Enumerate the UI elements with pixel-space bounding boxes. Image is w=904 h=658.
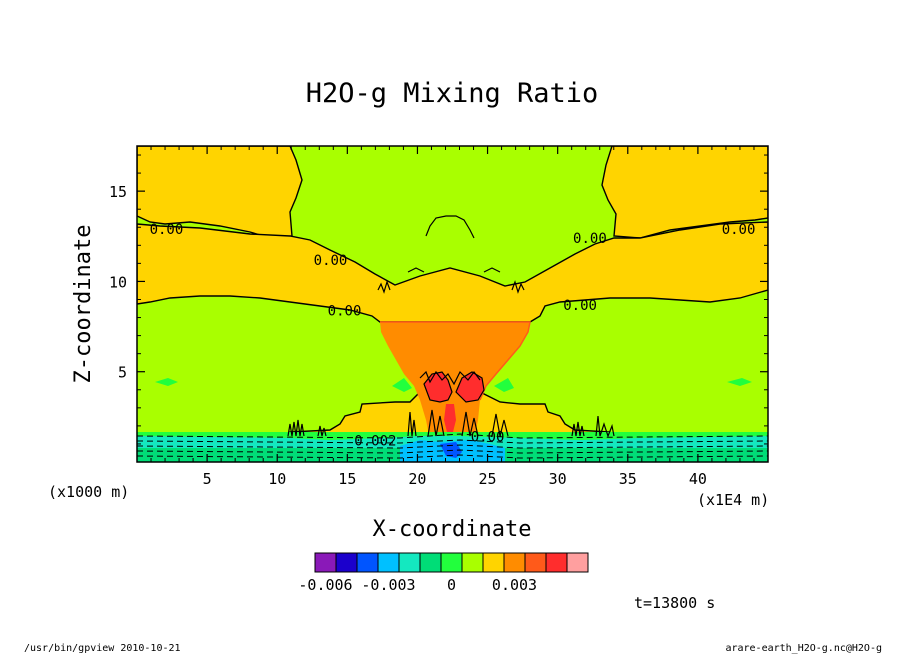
field-plume-side-left (392, 378, 412, 392)
colorbar-swatch (461, 552, 484, 573)
contour-label: 0.00 (328, 303, 362, 319)
x-tick-label: 15 (338, 470, 356, 488)
field-side-blob-right (727, 378, 752, 386)
negative-contours (137, 433, 768, 459)
colorbar-swatch (356, 552, 379, 573)
contour-label: 0.00 (471, 430, 505, 446)
footer-left: /usr/bin/gpview 2010-10-21 (24, 643, 181, 654)
colorbar-tick-labels: -0.006 -0.003 0 0.003 (298, 576, 537, 594)
colorbar-swatch (419, 552, 442, 573)
x-axis-unit-right: (x1E4 m) (697, 491, 769, 509)
field-plume-side-right (494, 378, 514, 392)
plot-frame (136, 145, 769, 463)
field-plume-outline (380, 321, 531, 401)
colorbar-swatch (482, 552, 505, 573)
convective-spikes (287, 215, 615, 438)
colorbar-swatch (398, 552, 421, 573)
colorbar (314, 552, 589, 573)
y-axis-label: Z-coordinate (71, 225, 96, 384)
colorbar-swatch (440, 552, 463, 573)
time-label: t=13800 s (634, 594, 715, 612)
contour-label: 0.00 (314, 253, 348, 269)
colorbar-tick-label: -0.006 (298, 576, 352, 594)
contour-label: 0.002 (354, 433, 396, 449)
contour-labels: 0.00 0.00 0.00 0.00 0.00 0.00 0.002 0.00 (150, 222, 756, 449)
x-tick-label: 5 (203, 470, 212, 488)
x-axis-unit-left: (x1000 m) (48, 483, 129, 501)
colorbar-swatch (524, 552, 547, 573)
colorbar-swatch (545, 552, 568, 573)
colorbar-swatch (335, 552, 358, 573)
x-tick-label: 30 (549, 470, 567, 488)
field-side-blob-left (155, 378, 178, 386)
colorbar-tick-label: -0.003 (361, 576, 415, 594)
contour-label: 0.00 (573, 231, 607, 247)
x-tick-label: 25 (479, 470, 497, 488)
colorbar-swatch (566, 552, 589, 573)
contour-label: 0.00 (563, 298, 597, 314)
y-tick-label: 15 (109, 183, 127, 201)
colorbar-tick-label: 0 (447, 576, 456, 594)
colorbar-tick-label: 0.003 (492, 576, 537, 594)
field-upper-right-positive (601, 146, 768, 239)
colorbar-swatch (377, 552, 400, 573)
x-tick-label: 10 (268, 470, 286, 488)
x-tick-label: 40 (689, 470, 707, 488)
x-axis-label: X-coordinate (373, 517, 532, 542)
plot-area (137, 146, 768, 462)
contour-label: 0.00 (722, 222, 756, 238)
colorbar-swatch (314, 552, 337, 573)
y-tick-label: 5 (118, 364, 127, 382)
chart-title: H2O-g Mixing Ratio (306, 78, 599, 109)
x-axis-ticks: 5 10 15 20 25 30 35 40 (150, 146, 755, 488)
field-plume-core-center (444, 404, 456, 436)
field-plume-core-right (455, 371, 485, 403)
x-tick-label: 35 (619, 470, 637, 488)
colorbar-swatch (503, 552, 526, 573)
contour-label: 0.00 (150, 222, 184, 238)
field-mid-band-positive (137, 221, 768, 323)
x-tick-label: 20 (408, 470, 426, 488)
y-tick-label: 10 (109, 273, 127, 291)
y-axis-ticks: 5 10 15 (109, 154, 768, 445)
footer-right: arare-earth_H2O-g.nc@H2O-g (725, 643, 882, 654)
